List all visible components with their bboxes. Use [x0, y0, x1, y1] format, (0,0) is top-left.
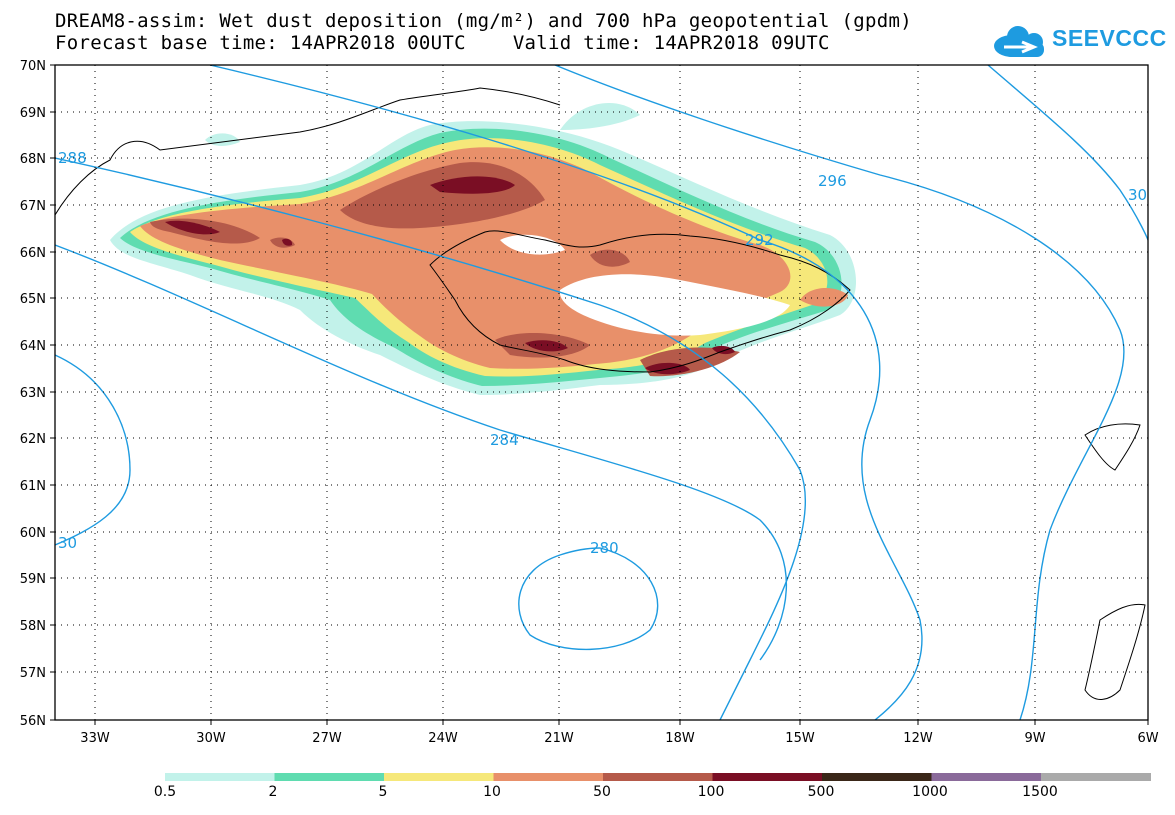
contour-label-300: 30 [1128, 186, 1147, 204]
colorbar-swatch [712, 773, 823, 781]
colorbar-swatch [1041, 773, 1151, 781]
lat-label: 69N [20, 106, 46, 121]
lon-label: 15W [785, 731, 815, 746]
colorbar-label: 0.5 [153, 784, 177, 800]
lon-label: 33W [80, 731, 110, 746]
colorbar-label: 5 [378, 784, 388, 800]
lat-label: 62N [20, 432, 46, 447]
logo-text: SEEVCCC [1052, 25, 1167, 51]
contour-label-288: 288 [58, 149, 87, 167]
contour-label-284: 284 [490, 431, 519, 449]
lat-label: 66N [20, 246, 46, 261]
graticule [55, 65, 1148, 720]
colorbar-label: 100 [697, 784, 725, 800]
lat-label: 61N [20, 479, 46, 494]
lat-label: 67N [20, 199, 46, 214]
coastlines [55, 87, 1146, 700]
colorbar-label: 2 [268, 784, 278, 800]
lat-label: 64N [20, 339, 46, 354]
lon-label: 21W [544, 731, 574, 746]
seevccc-logo [994, 26, 1044, 57]
lat-label: 56N [20, 714, 46, 729]
lon-label: 12W [903, 731, 933, 746]
geopotential-contours [55, 65, 1148, 720]
colorbar-swatch [822, 773, 932, 781]
colorbar-label: 50 [593, 784, 611, 800]
lon-label: 24W [428, 731, 458, 746]
dust-band-100 [165, 176, 735, 375]
lon-label: 9W [1024, 731, 1045, 746]
dust-free-gap [500, 234, 790, 336]
colorbar-swatch [274, 773, 385, 781]
lat-label: 57N [20, 666, 46, 681]
colorbar-label: 1000 [912, 784, 948, 800]
lon-label: 18W [665, 731, 695, 746]
colorbar-swatch [931, 773, 1042, 781]
axis-ticks [50, 64, 1149, 725]
map-title: DREAM8-assim: Wet dust deposition (mg/m²… [55, 10, 912, 32]
lon-label: 6W [1137, 731, 1158, 746]
lat-label: 65N [20, 292, 46, 307]
colorbar-label: 10 [483, 784, 501, 800]
cloud-icon [994, 26, 1044, 57]
colorbar-swatch [603, 773, 713, 781]
lat-label: 70N [20, 59, 46, 74]
lon-label: 27W [312, 731, 342, 746]
map-subtitle-times: Forecast base time: 14APR2018 00UTC Vali… [55, 32, 830, 54]
contour-label-280-west: 30 [58, 534, 77, 552]
lon-label: 30W [196, 731, 226, 746]
lat-label: 68N [20, 152, 46, 167]
colorbar-swatch [384, 773, 494, 781]
colorbar-swatch [493, 773, 604, 781]
colorbar-swatch [165, 773, 275, 781]
contour-label-292: 292 [745, 231, 774, 249]
colorbar-label: 500 [807, 784, 835, 800]
lat-label: 60N [20, 526, 46, 541]
contour-label-280: 280 [590, 539, 619, 557]
lat-label: 59N [20, 572, 46, 587]
lat-label: 63N [20, 386, 46, 401]
contour-label-296: 296 [818, 172, 847, 190]
colorbar [165, 773, 1151, 781]
lat-label: 58N [20, 619, 46, 634]
colorbar-label: 1500 [1022, 784, 1058, 800]
